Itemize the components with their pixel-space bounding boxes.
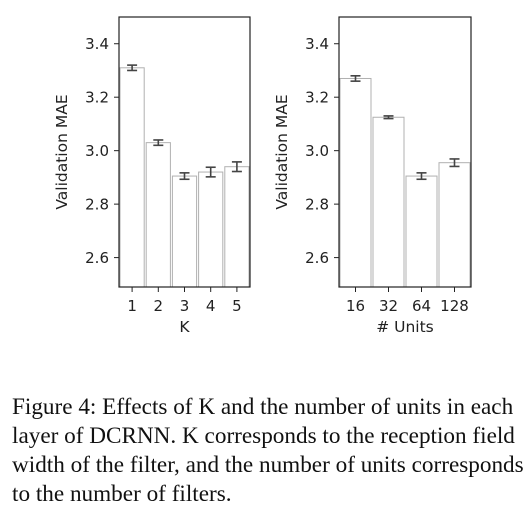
bar-4 (198, 171, 224, 288)
x-axis-label: # Units (376, 318, 434, 336)
x-tick-label: 1 (127, 297, 137, 315)
y-tick-label: 3.0 (305, 142, 329, 160)
chart-panel-1: 1 2 3 4 5 2.6 2.8 3.0 3.2 3.4 K Validation MAE (53, 16, 251, 336)
error-bar-64 (416, 172, 427, 181)
x-tick-label: 4 (206, 297, 216, 315)
error-bar-128 (449, 158, 460, 168)
y-tick-label: 2.8 (85, 196, 109, 214)
x-tick-label: 32 (379, 297, 398, 315)
bar-5 (224, 166, 250, 288)
axes-frame (338, 16, 472, 288)
y-tick-label: 3.4 (85, 35, 109, 53)
bar-1 (119, 67, 145, 288)
y-tick-label: 3.2 (305, 89, 329, 107)
error-bar-3 (179, 172, 190, 181)
bar-2 (145, 142, 171, 288)
bar-16 (339, 77, 372, 288)
x-tick-label: 128 (440, 297, 469, 315)
y-axis-label: Validation MAE (273, 94, 291, 209)
y-tick-label: 2.8 (305, 196, 329, 214)
y-axis-label: Validation MAE (53, 94, 71, 209)
bar-charts: 1 2 3 4 5 2.6 2.8 3.0 3.2 3.4 K Validation MAE 16 32 6… (53, 16, 472, 336)
bar-64 (405, 175, 438, 288)
bar-3 (171, 175, 198, 288)
error-bar-2 (153, 139, 164, 147)
x-tick-label: 64 (412, 297, 431, 315)
x-axis-label: K (179, 318, 190, 336)
y-tick-label: 3.2 (85, 89, 109, 107)
y-tick-label: 3.0 (85, 142, 109, 160)
y-tick-label: 3.4 (305, 35, 329, 53)
axes-frame (118, 16, 251, 288)
error-bar-5 (231, 161, 242, 173)
x-tick-label: 5 (232, 297, 242, 315)
error-bar-1 (127, 64, 138, 72)
x-tick-label: 3 (180, 297, 190, 315)
x-tick-label: 2 (154, 297, 164, 315)
chart-panel-2: 16 32 64 128 2.6 2.8 3.0 3.2 3.4 # Units Validatio… (273, 16, 472, 336)
bar-128 (438, 162, 471, 288)
bar-32 (372, 116, 405, 288)
y-tick-label: 2.6 (305, 249, 329, 267)
y-tick-label: 2.6 (85, 249, 109, 267)
error-bar-4 (205, 166, 216, 178)
error-bar-16 (350, 75, 361, 82)
figure-caption: Figure 4: Effects of K and the number of… (12, 394, 524, 507)
x-tick-label: 16 (346, 297, 365, 315)
error-bar-32 (383, 115, 394, 120)
